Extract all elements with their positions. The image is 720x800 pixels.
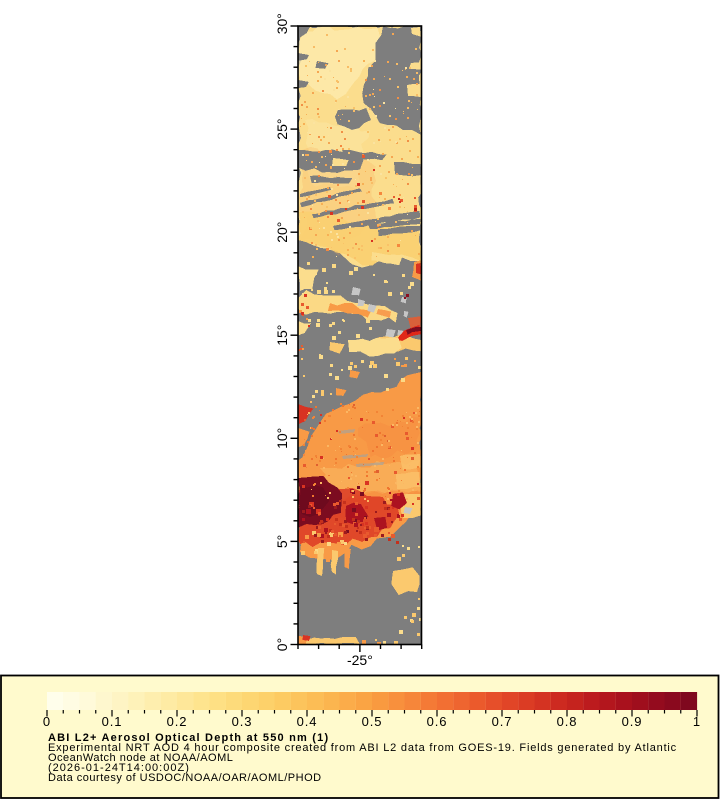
svg-text:-25°: -25°	[347, 652, 373, 668]
svg-text:0.9: 0.9	[622, 714, 643, 729]
svg-text:15°: 15°	[274, 325, 290, 346]
svg-text:0: 0	[43, 714, 51, 729]
svg-text:1: 1	[693, 714, 701, 729]
svg-text:0.8: 0.8	[557, 714, 578, 729]
svg-text:0.6: 0.6	[427, 714, 448, 729]
svg-text:30°: 30°	[274, 13, 290, 34]
svg-text:0.1: 0.1	[102, 714, 123, 729]
svg-text:0.3: 0.3	[232, 714, 253, 729]
svg-text:0.5: 0.5	[362, 714, 383, 729]
svg-text:10°: 10°	[274, 428, 290, 449]
svg-text:0.4: 0.4	[297, 714, 318, 729]
svg-text:25°: 25°	[274, 119, 290, 140]
svg-text:0.7: 0.7	[492, 714, 513, 729]
svg-text:20°: 20°	[274, 222, 290, 243]
svg-text:0°: 0°	[274, 638, 290, 651]
svg-text:5°: 5°	[274, 535, 290, 548]
svg-text:0.2: 0.2	[167, 714, 188, 729]
